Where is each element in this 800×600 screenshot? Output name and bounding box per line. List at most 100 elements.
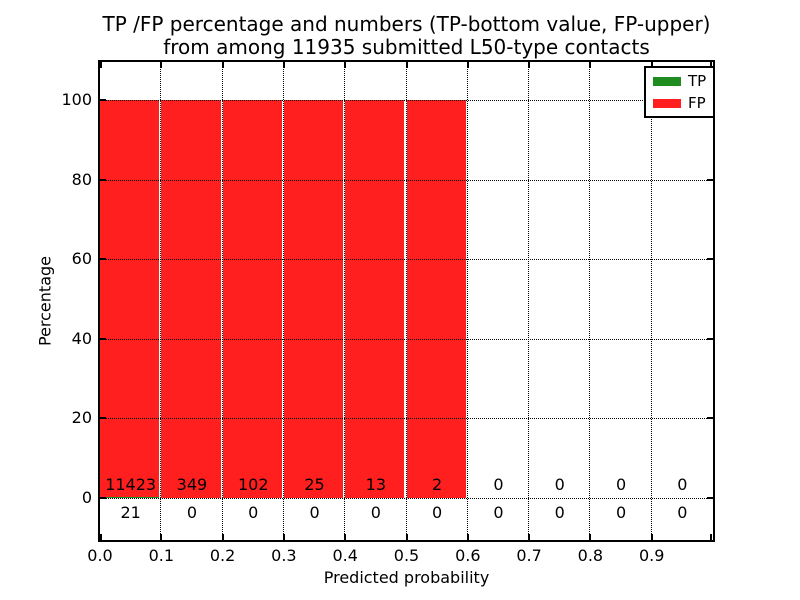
fp-count-label: 2 [432, 475, 443, 494]
x-tick-mark [528, 534, 531, 540]
x-tick-mark [344, 534, 347, 540]
plot-frame: TP FP 11423 349 102 25 13 2 0 0 0 0 21 0 0 0 0 0 0 0 0 0 [98, 60, 716, 542]
horizontal-gridline [100, 100, 713, 101]
x-tick-label: 0.6 [455, 546, 481, 565]
tp-count-label: 0 [615, 503, 627, 522]
x-tick-mark [100, 534, 102, 540]
x-tick-mark [650, 534, 653, 540]
vertical-gridline [221, 62, 223, 540]
vertical-gridline [528, 62, 530, 540]
legend-label-tp: TP [688, 72, 707, 90]
x-tick-mark [221, 62, 224, 68]
x-tick-mark [589, 534, 592, 540]
x-tick-label: 0.4 [332, 546, 358, 565]
x-tick-mark [221, 534, 224, 540]
horizontal-gridline [100, 498, 713, 499]
y-tick-label: 80 [71, 169, 92, 189]
fp-bar [406, 100, 466, 498]
x-axis-label: Predicted probability [323, 568, 490, 587]
x-tick-label: 0.3 [271, 546, 297, 565]
fp-count-label: 102 [237, 475, 269, 494]
fp-count-label: 11423 [105, 475, 157, 494]
y-tick-mark [707, 417, 713, 420]
tp-count-label: 0 [186, 503, 198, 522]
legend-swatch-fp [653, 98, 681, 108]
horizontal-gridline [100, 259, 713, 261]
fp-bar [161, 100, 221, 498]
x-tick-label: 0.8 [577, 546, 604, 565]
fp-bar [100, 100, 160, 498]
y-tick-mark [707, 337, 713, 340]
y-tick-mark [707, 258, 713, 261]
vertical-gridline [589, 62, 591, 540]
y-tick-mark [707, 178, 713, 181]
x-tick-label: 0.7 [516, 546, 542, 565]
legend-label-fp: FP [688, 94, 706, 112]
tp-count-label: 0 [554, 503, 565, 522]
vertical-gridline [405, 62, 407, 540]
x-tick-mark [282, 534, 285, 540]
x-tick-mark [344, 62, 347, 68]
x-tick-mark [466, 534, 469, 540]
tp-count-label: 0 [493, 503, 504, 522]
x-tick-label: 0.9 [638, 546, 665, 565]
tp-count-label: 0 [432, 503, 443, 522]
tp-count-label: 0 [677, 503, 688, 522]
fp-count-label: 0 [615, 475, 627, 494]
vertical-gridline [466, 62, 468, 540]
y-tick-mark [707, 497, 713, 499]
y-tick-label: 40 [71, 328, 92, 348]
x-tick-mark [405, 62, 408, 68]
fp-count-label: 25 [304, 475, 325, 494]
legend: TP FP [644, 66, 716, 118]
y-tick-mark [100, 99, 106, 101]
fp-bar [345, 100, 405, 498]
vertical-gridline [344, 62, 346, 540]
x-tick-mark [282, 62, 285, 68]
y-tick-mark [100, 497, 106, 499]
tp-count-label: 0 [370, 503, 381, 522]
x-tick-mark [650, 62, 653, 68]
x-tick-mark [466, 62, 469, 68]
vertical-gridline [282, 62, 284, 540]
legend-row: FP [646, 92, 713, 114]
y-tick-label: 0 [81, 488, 92, 507]
chart-title: TP /FP percentage and numbers (TP-bottom… [100, 13, 713, 59]
y-tick-mark [100, 258, 106, 261]
tp-count-label: 0 [309, 503, 320, 522]
x-tick-label: 0.2 [209, 546, 236, 565]
horizontal-gridline [100, 418, 713, 420]
vertical-gridline [650, 62, 652, 540]
y-tick-mark [100, 417, 106, 420]
tp-bar [100, 497, 160, 498]
tp-count-label: 21 [120, 503, 141, 522]
x-tick-label: 0.1 [148, 546, 175, 565]
fp-count-label: 13 [365, 475, 387, 494]
fp-count-label: 349 [176, 475, 208, 494]
title-line-1: TP /FP percentage and numbers (TP-bottom… [102, 12, 711, 36]
x-tick-label: 0.5 [393, 546, 420, 565]
x-tick-mark [160, 534, 163, 540]
title-line-2: from among 11935 submitted L50-type cont… [163, 35, 650, 59]
y-tick-mark [100, 178, 106, 181]
x-tick-label: 0.0 [87, 546, 113, 565]
tp-count-label: 0 [248, 503, 259, 522]
y-tick-label: 60 [71, 249, 92, 269]
x-tick-mark [100, 62, 102, 68]
vertical-gridline [160, 62, 162, 540]
y-tick-label: 20 [71, 408, 92, 428]
x-tick-mark [528, 62, 531, 68]
legend-swatch-tp [653, 76, 681, 86]
fp-count-label: 0 [677, 475, 688, 494]
x-tick-mark [710, 62, 712, 68]
y-tick-label: 100 [61, 90, 92, 109]
horizontal-gridline [100, 338, 713, 340]
x-tick-mark [710, 534, 712, 540]
horizontal-gridline [100, 179, 713, 181]
x-tick-mark [160, 62, 163, 68]
y-tick-mark [100, 337, 106, 340]
x-tick-mark [589, 62, 592, 68]
x-tick-mark [405, 534, 408, 540]
fp-bar [222, 100, 282, 498]
